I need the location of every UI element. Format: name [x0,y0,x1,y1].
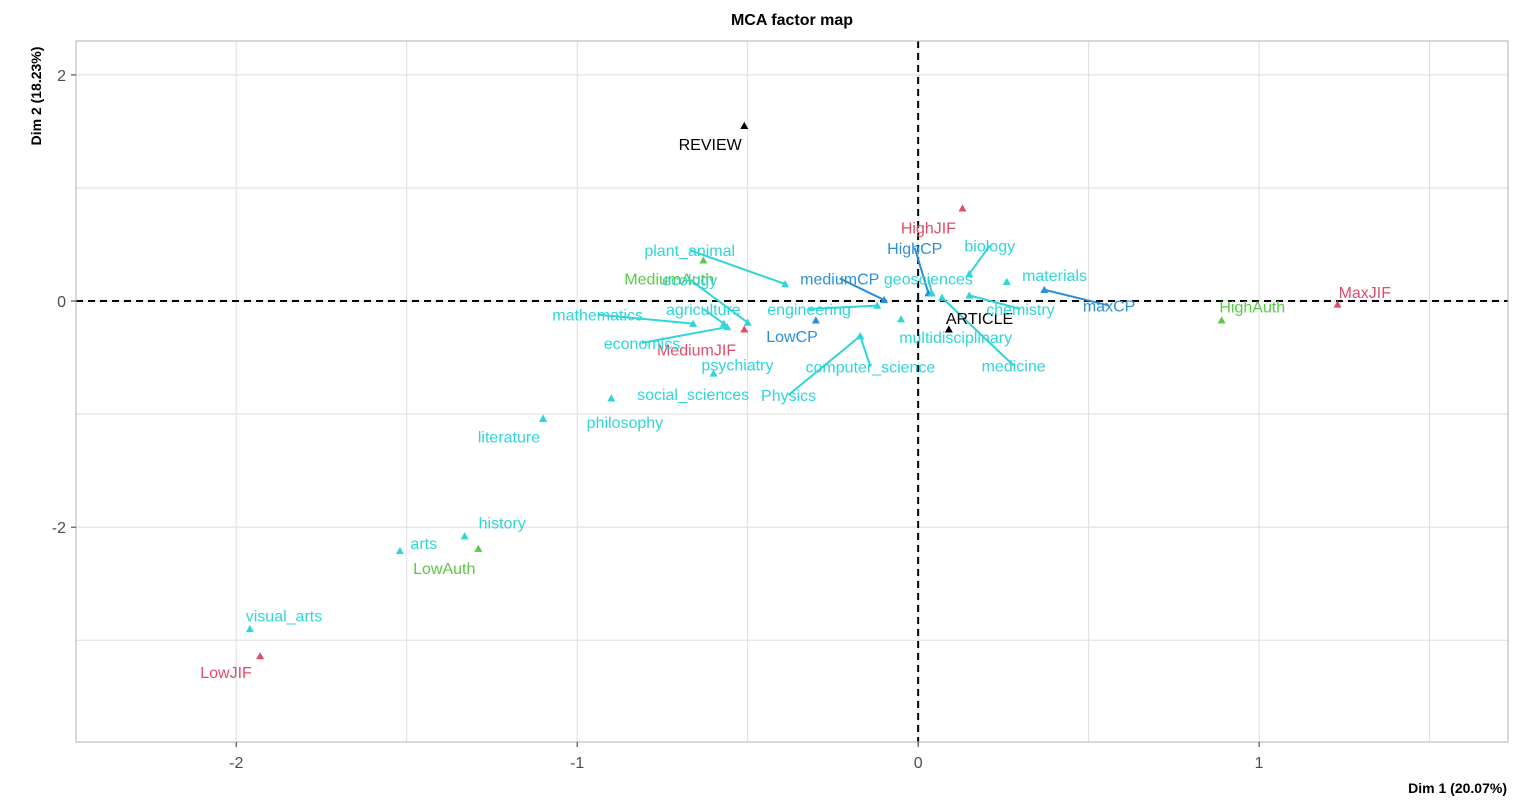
point-label-arts: arts [410,536,437,553]
leader-line-highcp [913,247,930,294]
point-label-psychiatry: psychiatry [701,357,773,374]
point-label-materials: materials [1022,268,1087,285]
point-maxjif [1333,300,1342,308]
point-label-highcp: HighCP [887,241,942,258]
leader-line-mathematics [597,313,694,325]
y-tick-label: -2 [52,520,66,537]
point-ecology [743,318,752,326]
point-multidisciplinary [897,315,906,323]
point-label-biology: biology [964,239,1015,256]
point-geosciences [927,289,936,297]
x-tick-label: -2 [229,755,243,772]
point-label-agriculture: agriculture [666,302,741,319]
leader-line-maxcp [1044,288,1110,307]
point-label-lowauth: LowAuth [413,561,475,578]
chart-title: MCA factor map [731,12,853,29]
point-label-plant-animal: plant_animal [644,243,735,260]
point-label-mediumjif: MediumJIF [657,343,736,360]
point-chemistry [965,291,974,299]
point-lowjif [256,652,265,660]
point-highjif [958,204,967,212]
point-label-mathematics: mathematics [552,308,643,325]
point-label-geosciences: geosciences [884,271,973,288]
point-label-engineering: engineering [767,302,851,319]
label-leader-lines [597,245,1110,396]
point-label-physics: Physics [761,388,816,405]
axis-ticks: -2 -1 0 1 -2 0 2 [52,68,1264,772]
point-mediumjif [740,325,749,333]
y-axis-title: Dim 2 (18.23%) [28,47,44,146]
point-highauth [1217,316,1226,324]
leader-line-biology [968,245,991,275]
point-label-ecology: ecology [662,273,717,290]
point-label-history: history [479,516,526,533]
point-psychiatry [709,369,718,377]
leader-line-plant-animal [689,249,786,286]
x-axis-title: Dim 1 (20.07%) [1408,780,1507,796]
point-mediumauth [699,256,708,264]
point-materials [1002,277,1011,286]
point-medicine [938,293,947,301]
point-physics [856,332,865,340]
point-visual-arts [245,624,254,633]
point-arts [395,546,404,555]
point-label-maxcp: maxCP [1083,299,1135,316]
point-lowauth [474,544,483,552]
point-label-philosophy: philosophy [587,415,664,432]
point-label-highauth: HighAuth [1219,300,1285,317]
point-article [944,325,953,333]
point-label-maxjif: MaxJIF [1339,285,1392,302]
point-label-medicine: medicine [982,358,1046,375]
point-label-social-sciences: social_sciences [637,387,749,404]
point-engineering [873,301,882,309]
point-label-mediumauth: MediumAuth [624,271,714,288]
point-label-economics: economics [604,336,680,353]
point-mediumcp [880,295,889,304]
point-labels: REVIEW ARTICLE HighJIF MaxJIF MediumJIF LowJI… [200,137,1391,682]
point-markers [245,121,1342,660]
leader-line-agriculture [702,308,725,325]
leader-line-medicine [941,296,1015,367]
point-label-mediumcp: mediumCP [800,271,879,288]
point-maxcp [1040,285,1049,293]
leader-line-physics [787,335,861,396]
panel-border [75,40,1509,743]
point-label-multidisciplinary: multidisciplinary [899,330,1012,347]
y-tick-label: 2 [57,68,66,85]
point-label-literature: literature [478,430,540,447]
point-label-highjif: HighJIF [901,221,956,238]
point-label-lowjif: LowJIF [200,665,252,682]
y-tick-label: 0 [57,294,66,311]
point-lowcp [811,316,820,324]
point-label-computer-science: computer_science [805,360,935,377]
leader-line-computer-science [859,335,872,367]
leader-line-ecology [689,278,749,324]
point-biology [965,269,974,278]
point-agriculture [719,319,728,327]
x-tick-label: 0 [914,755,923,772]
point-label-lowcp: LowCP [766,329,818,346]
reference-lines [76,41,1508,742]
point-literature [539,414,548,422]
leader-line-engineering [808,304,878,310]
point-label-visual-arts: visual_arts [246,608,322,625]
point-history [460,532,469,540]
point-label-article: ARTICLE [946,311,1013,328]
x-tick-label: -1 [570,755,584,772]
leader-line-mediumcp [839,277,885,301]
point-label-review: REVIEW [679,137,743,154]
point-economics [723,323,732,331]
x-tick-label: 1 [1255,755,1264,772]
point-social-sciences [607,394,616,402]
point-label-chemistry: chemistry [986,302,1054,319]
leader-line-chemistry [969,294,1021,310]
grid-lines [76,41,1508,742]
point-plant-animal [781,280,790,288]
point-mathematics [689,319,698,327]
leader-line-economics [641,326,728,344]
point-review [740,121,749,129]
